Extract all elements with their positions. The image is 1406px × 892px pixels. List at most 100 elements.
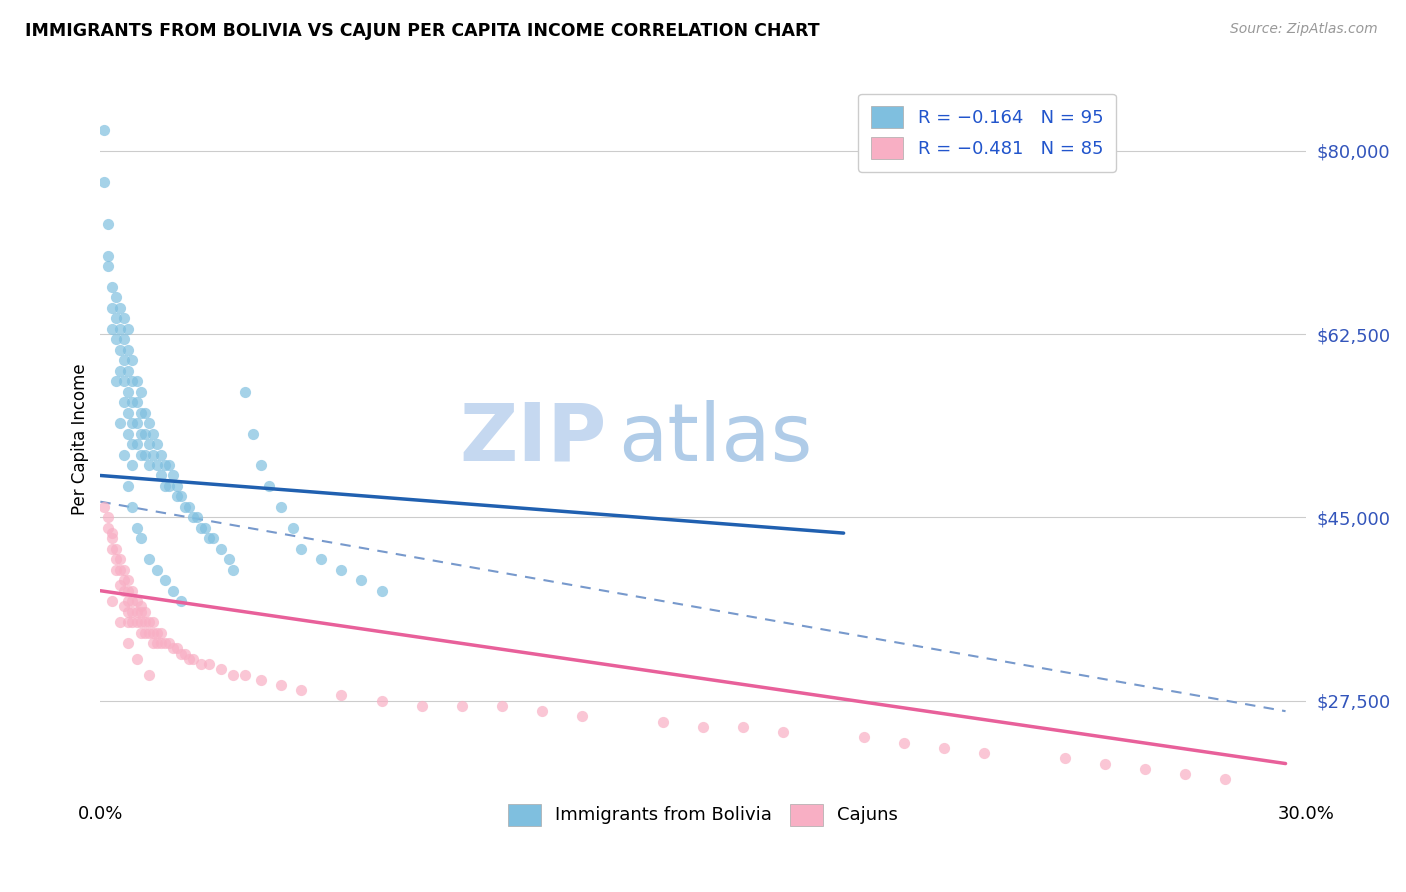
Point — [290, 683, 312, 698]
Point — [105, 311, 128, 326]
Point — [117, 605, 139, 619]
Point — [1053, 751, 1076, 765]
Point — [153, 458, 176, 472]
Point — [117, 343, 139, 357]
Point — [330, 689, 353, 703]
Point — [1174, 767, 1197, 781]
Point — [117, 426, 139, 441]
Point — [134, 625, 156, 640]
Point — [692, 720, 714, 734]
Point — [138, 552, 160, 566]
Point — [173, 500, 195, 514]
Point — [233, 384, 256, 399]
Point — [101, 532, 124, 546]
Point — [97, 217, 120, 231]
Point — [114, 448, 136, 462]
Point — [93, 175, 115, 189]
Point — [145, 625, 167, 640]
Point — [110, 615, 132, 629]
Point — [134, 615, 156, 629]
Point — [93, 123, 115, 137]
Point — [149, 625, 172, 640]
Point — [117, 583, 139, 598]
Point — [250, 458, 273, 472]
Point — [491, 698, 513, 713]
Point — [125, 594, 148, 608]
Point — [451, 698, 474, 713]
Point — [129, 532, 152, 546]
Point — [198, 532, 221, 546]
Point — [121, 500, 143, 514]
Point — [932, 740, 955, 755]
Y-axis label: Per Capita Income: Per Capita Income — [72, 363, 89, 515]
Point — [97, 510, 120, 524]
Point — [129, 599, 152, 614]
Point — [311, 552, 333, 566]
Point — [257, 479, 280, 493]
Point — [153, 573, 176, 587]
Point — [142, 448, 165, 462]
Point — [170, 490, 193, 504]
Point — [134, 605, 156, 619]
Point — [101, 280, 124, 294]
Point — [166, 641, 188, 656]
Point — [121, 374, 143, 388]
Point — [114, 374, 136, 388]
Point — [571, 709, 593, 723]
Point — [270, 678, 292, 692]
Point — [142, 636, 165, 650]
Point — [186, 510, 208, 524]
Point — [138, 458, 160, 472]
Point — [142, 426, 165, 441]
Point — [129, 605, 152, 619]
Point — [733, 720, 755, 734]
Point — [134, 448, 156, 462]
Point — [222, 563, 245, 577]
Point — [218, 552, 240, 566]
Point — [97, 248, 120, 262]
Point — [101, 594, 124, 608]
Point — [125, 521, 148, 535]
Point — [142, 615, 165, 629]
Point — [1094, 756, 1116, 771]
Point — [209, 541, 232, 556]
Point — [105, 332, 128, 346]
Point — [129, 406, 152, 420]
Point — [121, 395, 143, 409]
Point — [117, 573, 139, 587]
Point — [181, 652, 204, 666]
Point — [101, 526, 124, 541]
Point — [121, 594, 143, 608]
Point — [242, 426, 264, 441]
Point — [181, 510, 204, 524]
Point — [110, 552, 132, 566]
Text: atlas: atlas — [619, 400, 813, 478]
Point — [153, 479, 176, 493]
Point — [117, 615, 139, 629]
Point — [117, 322, 139, 336]
Point — [121, 605, 143, 619]
Point — [145, 437, 167, 451]
Point — [129, 384, 152, 399]
Point — [138, 437, 160, 451]
Point — [138, 615, 160, 629]
Point — [190, 657, 212, 671]
Point — [290, 541, 312, 556]
Point — [149, 636, 172, 650]
Point — [772, 725, 794, 739]
Point — [201, 532, 224, 546]
Point — [283, 521, 305, 535]
Point — [114, 573, 136, 587]
Point — [105, 290, 128, 304]
Point — [125, 605, 148, 619]
Point — [105, 374, 128, 388]
Point — [973, 746, 995, 760]
Point — [145, 563, 167, 577]
Point — [198, 657, 221, 671]
Point — [105, 541, 128, 556]
Point — [1213, 772, 1236, 787]
Point — [852, 731, 875, 745]
Point — [114, 332, 136, 346]
Text: Source: ZipAtlas.com: Source: ZipAtlas.com — [1230, 22, 1378, 37]
Point — [173, 647, 195, 661]
